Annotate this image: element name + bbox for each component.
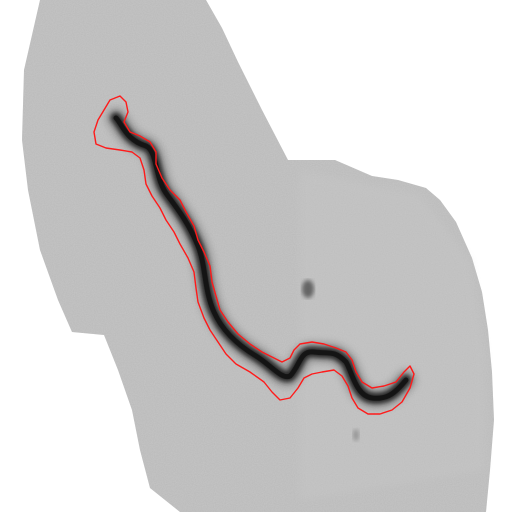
dark-spot [302, 280, 314, 298]
faint-spot [353, 429, 359, 441]
filament-core [113, 115, 409, 401]
segmentation-outline [93, 95, 415, 415]
specimen-shading [300, 170, 485, 500]
